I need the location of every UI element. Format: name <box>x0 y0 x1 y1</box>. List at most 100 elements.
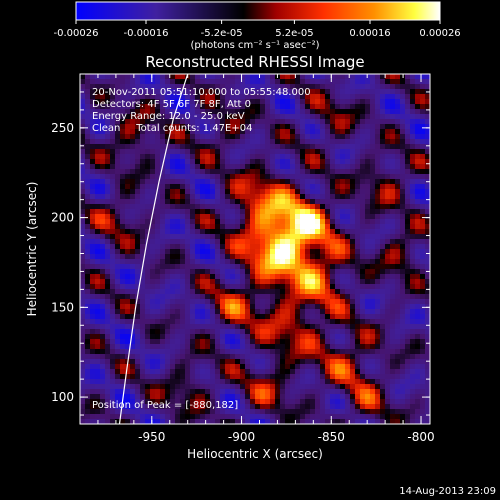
heatmap-cell <box>140 229 145 234</box>
heatmap-cell <box>220 214 225 219</box>
heatmap-cell <box>375 359 380 364</box>
heatmap-cell <box>160 319 165 324</box>
heatmap-cell <box>150 289 155 294</box>
heatmap-cell <box>405 249 410 254</box>
colorbar-tick-label: -5.2e-05 <box>201 28 243 39</box>
heatmap-cell <box>285 229 290 234</box>
heatmap-cell <box>175 384 180 389</box>
heatmap-cell <box>185 189 190 194</box>
heatmap-cell <box>355 94 360 99</box>
heatmap-cell <box>165 129 170 134</box>
heatmap-cell <box>300 374 305 379</box>
heatmap-cell <box>295 334 300 339</box>
heatmap-cell <box>265 89 270 94</box>
heatmap-cell <box>380 114 385 119</box>
heatmap-cell <box>240 234 245 239</box>
heatmap-cell <box>170 254 175 259</box>
heatmap-cell <box>340 339 345 344</box>
heatmap-cell <box>415 289 420 294</box>
heatmap-cell <box>255 349 260 354</box>
heatmap-cell <box>225 279 230 284</box>
heatmap-cell <box>260 149 265 154</box>
heatmap-cell <box>415 194 420 199</box>
heatmap-cell <box>395 79 400 84</box>
heatmap-cell <box>365 214 370 219</box>
heatmap-cell <box>190 109 195 114</box>
heatmap-cell <box>320 214 325 219</box>
heatmap-cell <box>100 154 105 159</box>
heatmap-cell <box>115 204 120 209</box>
heatmap-cell <box>215 199 220 204</box>
heatmap-cell <box>395 374 400 379</box>
heatmap-cell <box>420 124 425 129</box>
heatmap-cell <box>115 184 120 189</box>
heatmap-cell <box>270 374 275 379</box>
heatmap-cell <box>385 179 390 184</box>
heatmap-cell <box>205 144 210 149</box>
heatmap-cell <box>90 189 95 194</box>
heatmap-cell <box>305 364 310 369</box>
heatmap-cell <box>90 304 95 309</box>
heatmap-cell <box>180 144 185 149</box>
heatmap-cell <box>315 234 320 239</box>
heatmap-cell <box>370 294 375 299</box>
heatmap-cell <box>155 294 160 299</box>
heatmap-cell <box>220 284 225 289</box>
heatmap-cell <box>85 199 90 204</box>
heatmap-cell <box>235 99 240 104</box>
heatmap-cell <box>100 359 105 364</box>
heatmap-cell <box>320 299 325 304</box>
heatmap-cell <box>260 109 265 114</box>
heatmap-cell <box>310 349 315 354</box>
heatmap-cell <box>240 209 245 214</box>
heatmap-cell <box>315 339 320 344</box>
heatmap-cell <box>420 164 425 169</box>
heatmap-cell <box>125 209 130 214</box>
heatmap-cell <box>290 199 295 204</box>
heatmap-cell <box>360 369 365 374</box>
heatmap-cell <box>195 244 200 249</box>
heatmap-cell <box>155 134 160 139</box>
heatmap-cell <box>195 204 200 209</box>
heatmap-cell <box>425 309 430 314</box>
heatmap-cell <box>375 264 380 269</box>
heatmap-cell <box>85 74 90 79</box>
heatmap-cell <box>145 129 150 134</box>
heatmap-cell <box>280 409 285 414</box>
heatmap-cell <box>195 309 200 314</box>
heatmap-cell <box>315 99 320 104</box>
heatmap-cell <box>170 304 175 309</box>
heatmap-cell <box>340 374 345 379</box>
heatmap-cell <box>170 219 175 224</box>
heatmap-cell <box>330 354 335 359</box>
heatmap-cell <box>105 274 110 279</box>
heatmap-cell <box>125 109 130 114</box>
heatmap-cell <box>165 294 170 299</box>
heatmap-cell <box>335 284 340 289</box>
heatmap-cell <box>175 139 180 144</box>
heatmap-cell <box>320 344 325 349</box>
heatmap-cell <box>315 329 320 334</box>
heatmap-cell <box>225 369 230 374</box>
heatmap-cell <box>145 359 150 364</box>
heatmap-cell <box>165 214 170 219</box>
heatmap-cell <box>80 249 85 254</box>
heatmap-cell <box>400 344 405 349</box>
heatmap-cell <box>275 294 280 299</box>
heatmap-cell <box>270 354 275 359</box>
heatmap-cell <box>345 294 350 299</box>
heatmap-cell <box>235 144 240 149</box>
heatmap-cell <box>270 414 275 419</box>
heatmap-cell <box>415 294 420 299</box>
heatmap-cell <box>145 289 150 294</box>
heatmap-cell <box>380 409 385 414</box>
heatmap-cell <box>155 204 160 209</box>
heatmap-cell <box>400 224 405 229</box>
heatmap-cell <box>375 364 380 369</box>
heatmap-cell <box>255 179 260 184</box>
heatmap-cell <box>270 309 275 314</box>
heatmap-cell <box>350 234 355 239</box>
heatmap-cell <box>140 259 145 264</box>
heatmap-cell <box>120 209 125 214</box>
heatmap-cell <box>410 364 415 369</box>
